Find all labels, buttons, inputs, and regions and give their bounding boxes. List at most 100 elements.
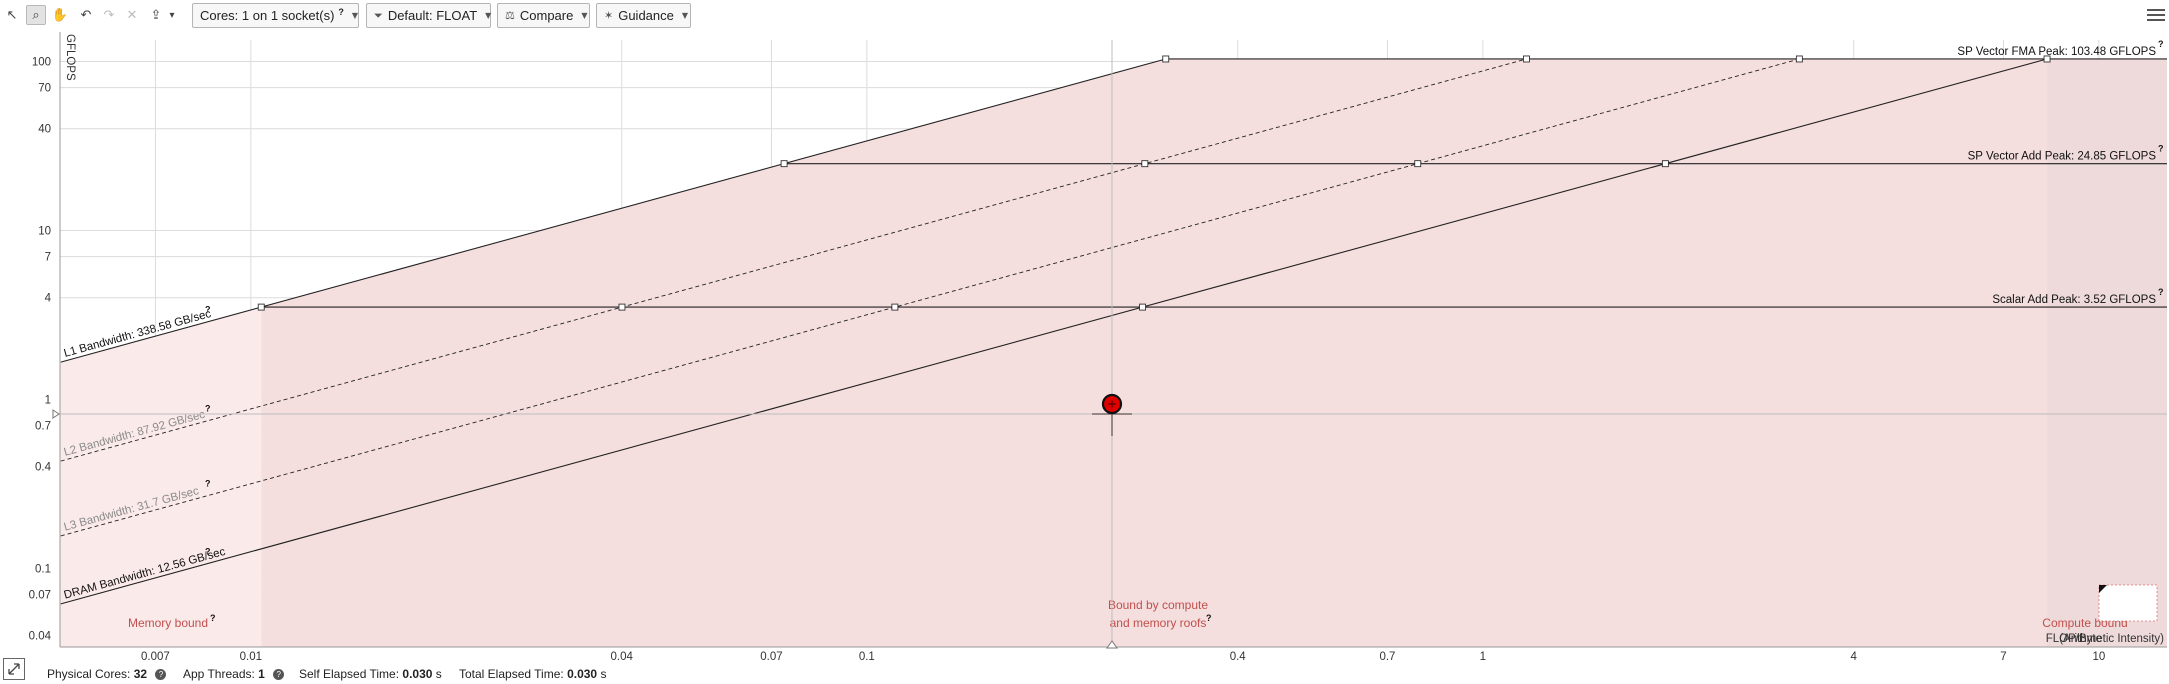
app-threads: App Threads: 1 ? [183,667,285,681]
cores-dropdown[interactable]: Cores: 1 on 1 socket(s) ? ▼ [192,3,359,28]
magic-wand-icon: ✶ [604,9,614,22]
roof-intersection-marker [618,303,626,311]
roof-intersection-marker [1795,55,1803,63]
help-icon: ? [1206,613,1212,623]
roof-intersection-marker [257,303,265,311]
total-elapsed-unit: s [600,667,607,681]
bound-regions [60,58,2167,647]
compare-scale-icon: ⚖ [505,9,515,22]
y-tick-label: 7 [45,252,51,264]
cores-value: 1 on 1 socket(s) [241,8,335,23]
chevron-down-icon: ▼ [351,11,359,20]
export-icon[interactable]: ⇪ [150,7,162,23]
help-icon[interactable]: ? [155,669,167,680]
redo-icon[interactable]: ↷ [103,7,115,23]
filter-dropdown[interactable]: ⏷ Default: FLOAT ▼ [366,3,491,28]
mixed-bound-label-line2: and memory roofs [1110,616,1207,630]
physical-cores-label: Physical Cores: [47,667,131,681]
y-tick-label: 4 [45,293,52,305]
roof-intersection-marker [1414,160,1422,168]
x-tick-label: 0.01 [240,651,262,663]
y-axis-marker [52,409,60,419]
self-elapsed-value: 0.030 [402,667,433,681]
guidance-dropdown[interactable]: ✶ Guidance ▼ [596,3,691,28]
self-elapsed-unit: s [435,667,442,681]
undo-icon[interactable]: ↶ [80,7,92,23]
compute-roof-label: SP Vector FMA Peak: 103.48 GFLOPS [1957,46,2156,58]
roof-intersection-marker [891,303,899,311]
help-icon: ? [205,403,211,413]
help-icon: ? [2158,287,2164,297]
x-tick-label: 10 [2092,651,2105,663]
help-icon[interactable]: ? [338,6,344,17]
pan-hand-icon[interactable]: ✋ [51,7,69,23]
total-elapsed-value: 0.030 [567,667,598,681]
help-icon: ? [205,546,211,556]
roof-intersection-marker [1162,55,1170,63]
y-tick-label: 0.1 [35,563,51,575]
x-tick-label: 0.4 [1230,651,1247,663]
total-elapsed-time: Total Elapsed Time: 0.030 s [459,667,606,681]
y-tick-label: 70 [38,83,51,95]
y-tick-label: 0.04 [29,631,52,643]
data-points [52,40,2167,649]
guidance-label: Guidance [618,8,674,23]
x-axis-marker [1106,640,1118,649]
zoom-icon[interactable]: ⌕ [26,5,46,25]
chevron-down-icon: ▼ [485,11,492,20]
export-dropdown-icon[interactable]: ▾ [169,9,175,21]
compute-roof-label: SP Vector Add Peak: 24.85 GFLOPS [1968,151,2157,163]
x-tick-label: 0.007 [141,651,170,663]
y-tick-label: 100 [32,56,51,68]
compare-label: Compare [519,8,574,23]
y-tick-label: 0.4 [35,462,52,474]
x-tick-label: 4 [1851,651,1858,663]
overview-minimap [2098,584,2158,622]
expand-icon[interactable] [3,658,25,680]
chevron-down-icon: ▼ [581,11,588,20]
select-pointer-icon[interactable]: ↖ [6,7,18,23]
filter-label: Default: FLOAT [387,8,478,23]
help-icon[interactable]: ? [273,669,285,680]
status-bar: Physical Cores: 32 ? App Threads: 1 ? Se… [0,664,2169,684]
app-threads-value: 1 [258,667,265,681]
roofs [60,55,2167,605]
minimap-corner-marker [2099,585,2107,593]
help-icon: ? [2158,39,2164,49]
help-icon: ? [210,613,216,623]
roof-intersection-marker [1523,55,1530,63]
menu-icon[interactable] [2147,6,2165,24]
self-elapsed-time: Self Elapsed Time: 0.030 s [299,667,442,681]
x-tick-label: 0.07 [760,651,782,663]
x-axis-label: FLOP/Byte [2046,633,2102,645]
x-tick-label: 1 [1480,651,1486,663]
toolbar: ↖ ⌕ ✋ ↶ ↷ ✕ ⇪ ▾ Cores: 1 on 1 socket(s) … [0,0,2169,32]
help-icon: ? [2158,144,2164,154]
y-tick-label: 40 [38,124,51,136]
memory-roof-line [60,58,2048,605]
y-axis-label: GFLOPS [64,34,76,81]
total-elapsed-label: Total Elapsed Time: [459,667,564,681]
y-tick-label: 0.7 [35,421,51,433]
clear-icon[interactable]: ✕ [126,7,138,23]
mixed-bound-label-line1: Bound by compute [1108,598,1208,612]
y-tick-label: 1 [45,394,51,406]
y-tick-label: 0.07 [29,590,51,602]
physical-cores: Physical Cores: 32 ? [47,667,167,681]
compute-bound-region [2047,58,2167,647]
roofline-chart[interactable]: 0.007 0.01 0.04 0.07 0.1 0.4 0.7 1 4 7 10100704010… [0,32,2169,664]
roof-intersection-marker [780,160,788,168]
self-elapsed-label: Self Elapsed Time: [299,667,400,681]
compare-dropdown[interactable]: ⚖ Compare ▼ [497,3,590,28]
memory-roof-line [60,58,1166,363]
memory-roof-line [60,58,1527,462]
roof-intersection-marker [1141,160,1149,168]
cores-label: Cores: [200,8,239,23]
roof-intersection-marker [1139,303,1147,311]
x-tick-label: 7 [2000,651,2006,663]
x-tick-label: 0.7 [1379,651,1395,663]
chevron-down-icon: ▼ [681,11,689,20]
app-threads-label: App Threads: [183,667,255,681]
x-axis-label-note: (Arithmetic Intensity) [2059,633,2164,645]
help-icon: ? [205,478,211,488]
